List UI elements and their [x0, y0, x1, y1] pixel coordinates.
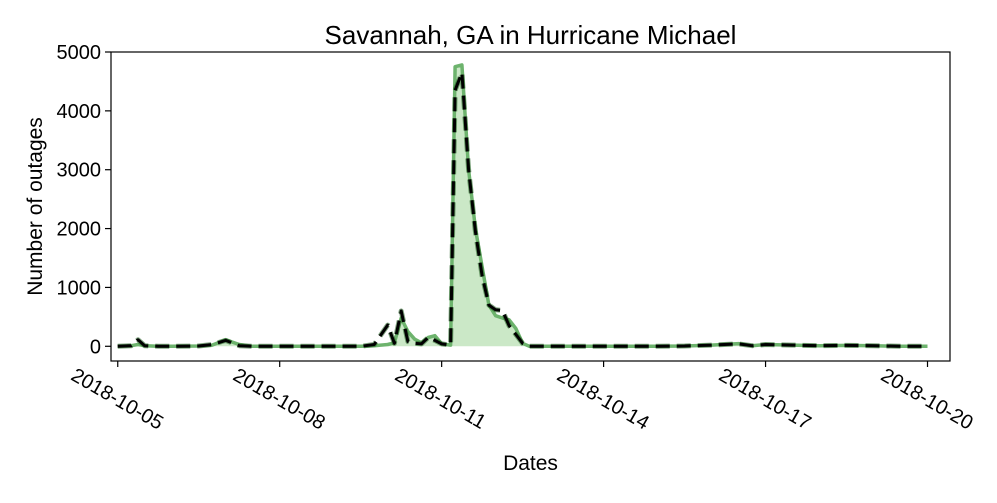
- series-b-line: [117, 71, 928, 348]
- y-axis-label: Number of outages: [24, 117, 47, 296]
- x-tick-label: 2018-10-17: [715, 364, 815, 434]
- x-tick-label: 2018-10-05: [67, 364, 167, 434]
- chart-title: Savannah, GA in Hurricane Michael: [325, 20, 737, 50]
- y-tick-label: 3000: [57, 160, 102, 182]
- plot-frame: [110, 51, 951, 362]
- x-tick-label: 2018-10-20: [877, 364, 977, 434]
- x-axis-label: Dates: [503, 452, 558, 475]
- series-a-line: [117, 63, 928, 349]
- series-a-fill-area: [117, 64, 928, 347]
- y-tick-label: 0: [90, 336, 101, 358]
- y-tick-label: 4000: [57, 101, 102, 123]
- x-tick-label: 2018-10-14: [553, 364, 653, 434]
- y-tick-label: 5000: [57, 42, 102, 64]
- y-tick-label: 2000: [57, 219, 102, 241]
- y-tick-label: 1000: [57, 277, 102, 299]
- plot-area: [117, 63, 928, 349]
- x-tick-label: 2018-10-11: [391, 364, 489, 433]
- series-b-line-halo: [117, 70, 928, 349]
- x-tick-label: 2018-10-08: [229, 364, 329, 434]
- ticks: 0 1000 2000 3000 4000 5000 2018-10-05 2018-10-0…: [57, 42, 977, 434]
